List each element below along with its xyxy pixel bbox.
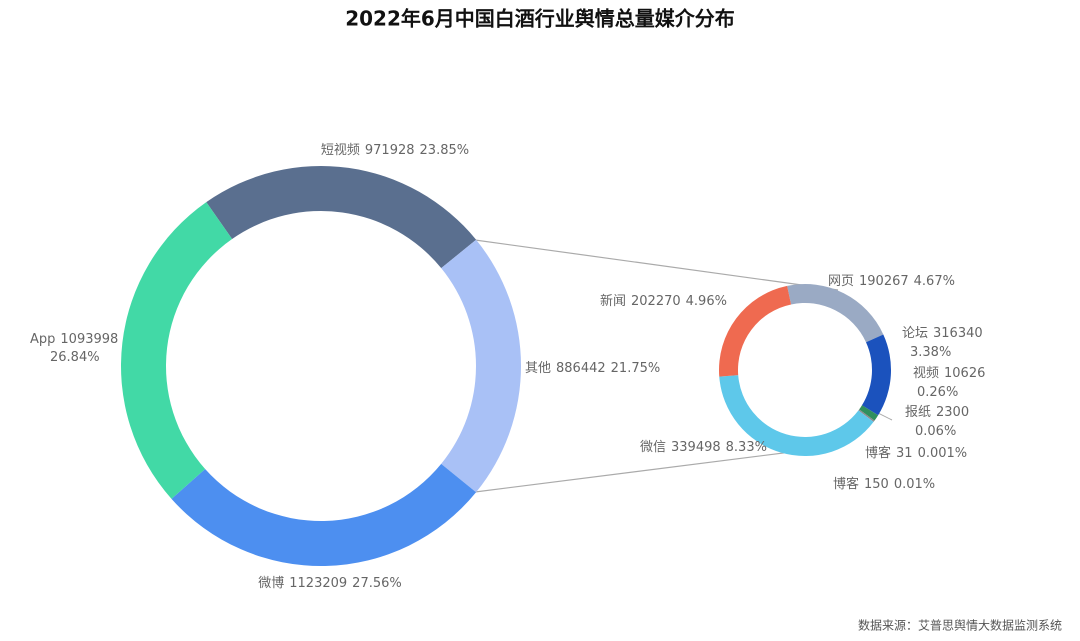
donut-segment: [858, 410, 874, 422]
percent-label: 27.56%: [352, 576, 402, 591]
percent-label: 3.38%: [910, 345, 951, 360]
percent-label: 8.33%: [726, 440, 767, 455]
donut-segment: [719, 375, 874, 456]
chart-title: 2022年6月中国白酒行业舆情总量媒介分布: [345, 7, 735, 31]
data-label: 博客 31 0.001%: [865, 445, 967, 461]
donut-segment: [858, 410, 874, 423]
data-label: 网页 190267 4.67%: [828, 274, 955, 289]
category-label: 博客: [833, 476, 859, 492]
donut-segment: [719, 285, 792, 377]
donut-segment: [861, 334, 892, 416]
percent-label: 26.84%: [50, 350, 100, 365]
percent-label: 0.001%: [918, 446, 968, 461]
category-label: 新闻: [600, 293, 626, 309]
category-label: 视频: [913, 366, 939, 381]
data-label: 微博 1123209 27.56%: [258, 576, 402, 591]
percent-label: 0.26%: [917, 385, 958, 400]
count-label: 10626: [944, 366, 985, 381]
count-label: 202270: [631, 294, 681, 309]
percent-label: 0.01%: [894, 477, 935, 492]
data-label: 其他 886442 21.75%: [525, 361, 660, 376]
count-label: 31: [896, 446, 913, 461]
category-label: 微博: [258, 576, 284, 591]
count-label: 190267: [859, 274, 909, 289]
count-label: 316340: [933, 326, 983, 341]
percent-label: 4.67%: [914, 274, 955, 289]
count-label: 1123209: [289, 576, 347, 591]
data-label: 报纸 2300 0.06%: [905, 405, 969, 439]
donut-segment: [171, 463, 477, 566]
count-label: 150: [864, 477, 889, 492]
donut-segment: [121, 202, 233, 499]
source-note: 数据来源：艾普思舆情大数据监测系统: [858, 618, 1062, 633]
donut-segment: [858, 409, 875, 422]
percent-label: 0.06%: [915, 424, 956, 439]
donut-segment: [787, 283, 884, 343]
connector-line: [474, 239, 839, 291]
percent-label: 4.96%: [686, 294, 727, 309]
count-label: 2300: [936, 405, 969, 420]
data-label: 新闻 202270 4.96%: [600, 293, 727, 309]
percent-label: 21.75%: [611, 361, 661, 376]
data-label: 博客 150 0.01%: [833, 476, 935, 492]
category-label: 微信: [640, 440, 666, 455]
donut-segment: [441, 239, 521, 493]
category-label: 其他: [525, 361, 551, 376]
count-label: 1093998: [60, 332, 118, 347]
donut-segment: [859, 405, 879, 421]
count-label: 339498: [671, 440, 721, 455]
category-label: 网页: [828, 274, 854, 289]
category-label: 短视频: [321, 143, 360, 158]
donut-segment: [206, 166, 477, 269]
percent-label: 23.85%: [420, 143, 470, 158]
category-label: App: [30, 332, 55, 347]
category-label: 论坛: [902, 326, 928, 341]
data-label: App 1093998 26.84%: [30, 332, 118, 365]
count-label: 971928: [365, 143, 415, 158]
data-label: 微信 339498 8.33%: [640, 440, 767, 455]
count-label: 886442: [556, 361, 606, 376]
connector-line: [474, 448, 816, 493]
category-label: 博客: [865, 445, 891, 461]
data-label: 论坛 316340 3.38%: [902, 326, 983, 360]
category-label: 报纸: [905, 405, 931, 420]
data-label: 视频 10626 0.26%: [913, 366, 985, 400]
data-label: 短视频 971928 23.85%: [321, 143, 469, 158]
